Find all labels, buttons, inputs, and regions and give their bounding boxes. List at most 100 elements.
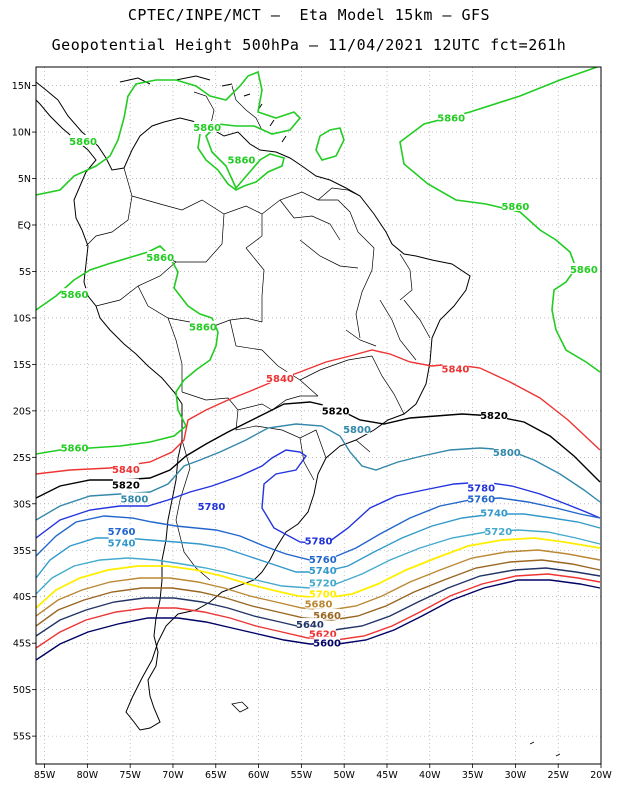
lat-tick-label: 5S [19, 267, 31, 278]
contour-5860-interior [36, 245, 219, 455]
contour-label: 5740 [309, 566, 337, 577]
lat-tick-label: 20S [13, 406, 31, 417]
contour-label: 5840 [266, 374, 294, 385]
lat-tick-label: 30S [13, 499, 31, 510]
contour-label-bg [108, 536, 135, 548]
contour-label-bg [194, 120, 221, 132]
contour-label: 5800 [343, 425, 371, 436]
contour-label-bg [112, 478, 139, 490]
contour-5860-north [36, 70, 302, 196]
lat-tick-label: 5N [18, 174, 31, 185]
lat-tick-label: 45S [13, 639, 31, 650]
lat-lon-grid [36, 67, 602, 764]
contour-label: 5860 [69, 137, 97, 148]
contour-label: 5820 [322, 406, 350, 417]
contour-label: 5840 [442, 365, 470, 376]
central-america-coastline [36, 81, 97, 173]
contour-label-bg [309, 553, 336, 565]
contour-label: 5600 [313, 639, 341, 650]
lon-tick-label: 75W [119, 770, 141, 781]
contour-5760 [36, 497, 601, 561]
lon-tick-label: 50W [333, 770, 355, 781]
contour-5840 [36, 349, 601, 475]
lon-tick-label: 20W [590, 770, 612, 781]
contour-labels: 5860 5860 5860 5860 5860 5860 5860 5860 5860 5860… [61, 111, 598, 650]
contour-label-bg [485, 525, 512, 537]
lat-tick-label: 25S [13, 453, 31, 464]
contour-label-bg [344, 422, 371, 434]
contour-label: 5860 [193, 123, 221, 134]
contour-label: 5860 [437, 114, 465, 125]
contour-label-bg [147, 251, 174, 263]
contour-label-bg [438, 111, 465, 123]
contour-5620 [36, 573, 601, 649]
contour-label: 5720 [309, 578, 337, 589]
contour-label-bg [228, 153, 255, 165]
contour-label: 5680 [305, 600, 333, 611]
lat-tick-label: 55S [13, 732, 31, 743]
contour-label-bg [480, 409, 507, 420]
contour-label: 5860 [501, 202, 529, 213]
contour-label-bg [309, 576, 336, 588]
contour-label: 5820 [112, 481, 140, 492]
contour-label: 5760 [108, 527, 136, 538]
contour-label: 5800 [121, 495, 149, 506]
contour-label-bg [314, 636, 341, 648]
lon-tick-label: 65W [205, 770, 227, 781]
lon-tick-label: 35W [462, 770, 484, 781]
contour-label: 5740 [480, 509, 508, 520]
contour-label-bg [468, 492, 495, 504]
contour-label: 5700 [309, 589, 337, 600]
contour-label: 5780 [467, 483, 495, 494]
contour-label: 5640 [296, 620, 324, 631]
contour-label-bg [61, 441, 88, 453]
contour-label: 5660 [313, 611, 341, 622]
contour-label-bg [61, 288, 88, 300]
plot-frame [35, 66, 602, 765]
contour-label-bg [70, 134, 97, 146]
contour-label-bg [305, 597, 332, 609]
lat-tick-label: 40S [13, 592, 31, 603]
contour-label: 5780 [198, 502, 226, 513]
contour-label-bg [480, 506, 507, 518]
contour-label-bg [570, 263, 597, 275]
lon-tick-label: 30W [505, 770, 527, 781]
contour-label: 5780 [305, 536, 333, 547]
contour-label: 5800 [493, 448, 521, 459]
contour-5660 [36, 559, 601, 627]
lon-tick-label: 40W [419, 770, 441, 781]
lon-tick-label: 60W [248, 770, 270, 781]
contour-label: 5760 [309, 555, 337, 566]
contour-5680 [36, 549, 601, 617]
caribbean-islands [119, 75, 287, 143]
contour-label-bg [266, 371, 293, 383]
contour-label-bg [442, 362, 469, 374]
lon-tick-label: 85W [34, 770, 56, 781]
contour-label: 5620 [309, 629, 337, 640]
lat-tick-label: 15N [12, 81, 31, 92]
contour-label: 5820 [480, 411, 508, 422]
lat-tick-label: 15S [13, 360, 31, 371]
contour-label: 5860 [61, 290, 89, 301]
contour-label: 5720 [484, 527, 512, 538]
contour-label: 5860 [61, 444, 89, 455]
contour-label-bg [296, 618, 323, 630]
contour-label: 5860 [146, 253, 174, 264]
lon-tick-label: 45W [376, 770, 398, 781]
contour-5700 [36, 537, 601, 609]
contour-label-bg [198, 500, 225, 512]
lon-tick-label: 55W [291, 770, 313, 781]
contour-label-bg [121, 492, 148, 504]
lon-tick-label: 25W [547, 770, 569, 781]
contour-label: 5740 [108, 538, 136, 549]
contour-5860-ring [315, 127, 345, 161]
contour-label-bg [502, 199, 529, 211]
contour-label-bg [108, 525, 135, 537]
contour-label-bg [309, 627, 336, 639]
contour-label-bg [305, 534, 332, 546]
contour-label-bg [189, 320, 216, 332]
lat-tick-label: 10S [13, 313, 31, 324]
contour-label: 5860 [570, 265, 598, 276]
axis-ticks: 85W 80W 75W 70W 65W 60W 55W 50W 45W 40W 35W 30W 25W 2… [12, 81, 613, 781]
